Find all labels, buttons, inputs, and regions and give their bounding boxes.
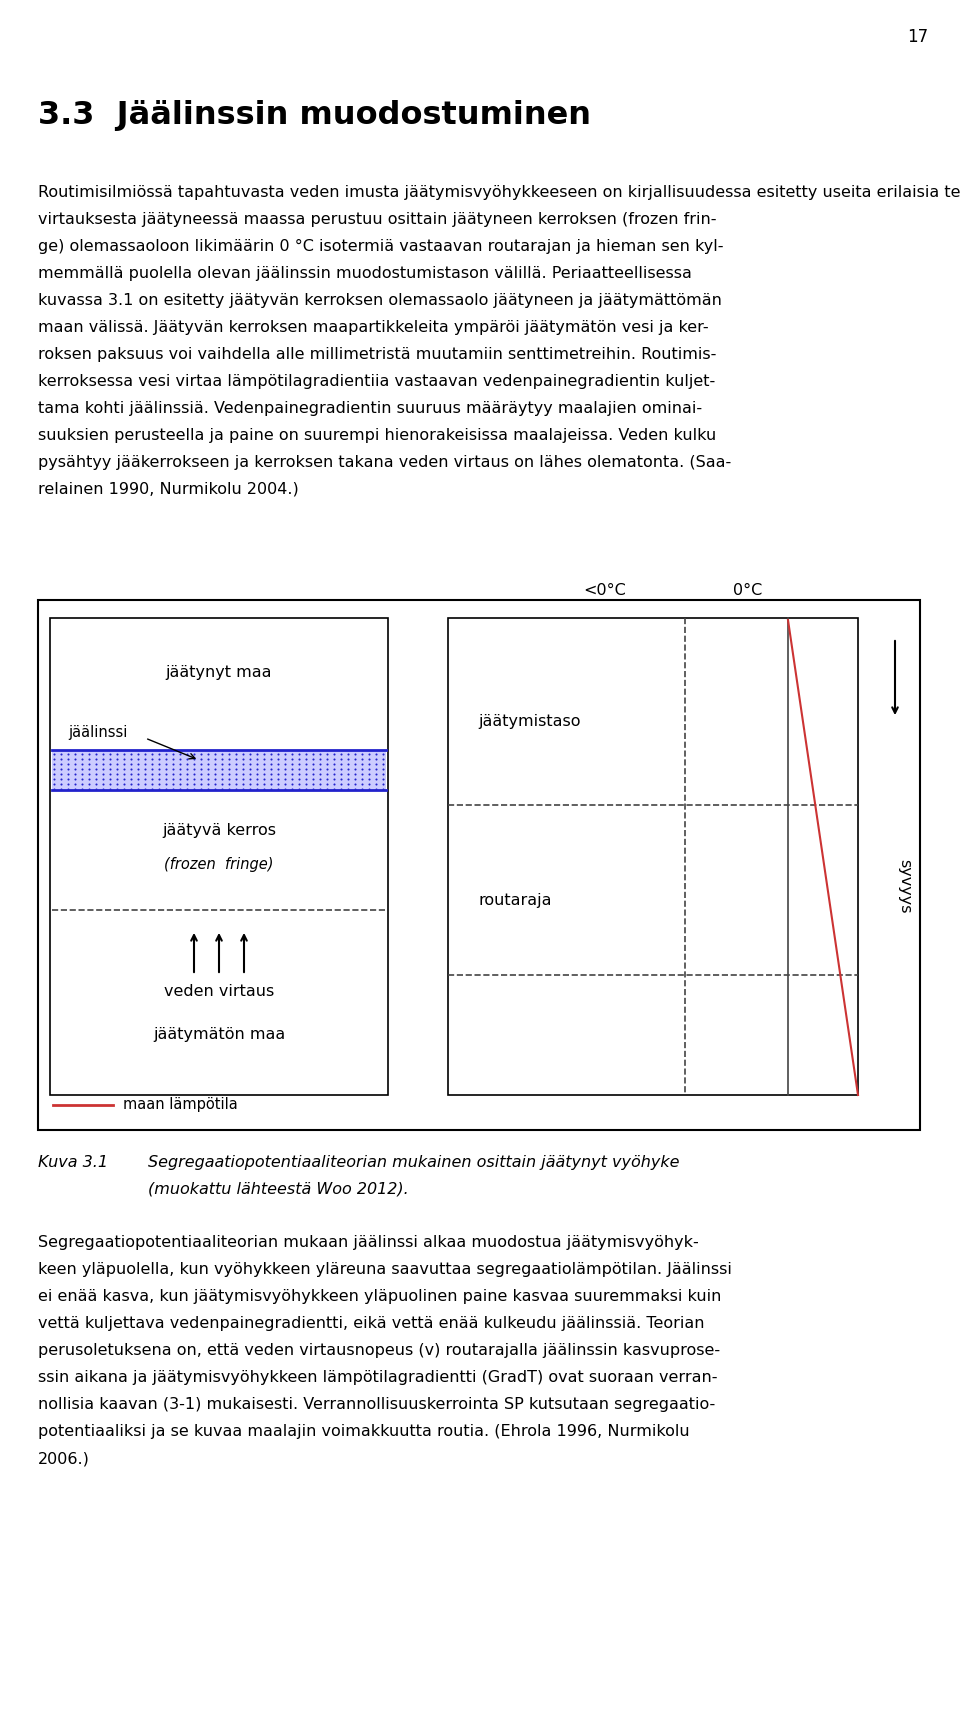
Text: jäälinssi: jäälinssi	[68, 725, 128, 741]
Text: 3.3  Jäälinssin muodostuminen: 3.3 Jäälinssin muodostuminen	[38, 100, 591, 131]
Text: maan välissä. Jäätyvän kerroksen maapartikkeleita ympäröi jäätymätön vesi ja ker: maan välissä. Jäätyvän kerroksen maapart…	[38, 320, 708, 334]
Bar	[448, 619, 858, 1096]
Text: ei enää kasva, kun jäätymisvyöhykkeen yläpuolinen paine kasvaa suuremmaksi kuin: ei enää kasva, kun jäätymisvyöhykkeen yl…	[38, 1289, 721, 1304]
Text: jäätymätön maa: jäätymätön maa	[153, 1027, 285, 1042]
Text: vettä kuljettava vedenpainegradientti, eikä vettä enää kulkeudu jäälinssiä. Teor: vettä kuljettava vedenpainegradientti, e…	[38, 1316, 705, 1330]
Text: (frozen  fringe): (frozen fringe)	[164, 858, 274, 872]
Text: keen yläpuolella, kun vyöhykkeen yläreuna saavuttaa segregaatiolämpötilan. Jääli: keen yläpuolella, kun vyöhykkeen yläreun…	[38, 1261, 732, 1277]
Bar	[50, 619, 388, 1096]
Text: veden virtaus: veden virtaus	[164, 984, 275, 999]
Text: jäätymistaso: jäätymistaso	[478, 713, 581, 729]
Text: memmällä puolella olevan jäälinssin muodostumistason välillä. Periaatteellisessa: memmällä puolella olevan jäälinssin muod…	[38, 265, 692, 281]
Text: (muokattu lähteestä Woo 2012).: (muokattu lähteestä Woo 2012).	[148, 1180, 409, 1196]
Bar	[38, 600, 920, 1130]
Text: Routimisilmiössä tapahtuvasta veden imusta jäätymisvyöhykkeeseen on kirjallisuud: Routimisilmiössä tapahtuvasta veden imus…	[38, 184, 960, 200]
Text: potentiaaliksi ja se kuvaa maalajin voimakkuutta routia. (Ehrola 1996, Nurmikolu: potentiaaliksi ja se kuvaa maalajin voim…	[38, 1423, 689, 1439]
Text: suuksien perusteella ja paine on suurempi hienorakeisissa maalajeissa. Veden kul: suuksien perusteella ja paine on suuremp…	[38, 427, 716, 443]
Text: kuvassa 3.1 on esitetty jäätyvän kerroksen olemassaolo jäätyneen ja jäätymättömä: kuvassa 3.1 on esitetty jäätyvän kerroks…	[38, 293, 722, 308]
Text: jäätyvä kerros: jäätyvä kerros	[162, 822, 276, 837]
Text: syvyys: syvyys	[898, 860, 913, 913]
Text: ssin aikana ja jäätymisvyöhykkeen lämpötilagradientti (GradT) ovat suoraan verra: ssin aikana ja jäätymisvyöhykkeen lämpöt…	[38, 1370, 717, 1385]
Text: nollisia kaavan (3-1) mukaisesti. Verrannollisuuskerrointa SP kutsutaan segregaa: nollisia kaavan (3-1) mukaisesti. Verran…	[38, 1397, 715, 1413]
Text: tama kohti jäälinssiä. Vedenpainegradientin suuruus määräytyy maalajien ominai-: tama kohti jäälinssiä. Vedenpainegradien…	[38, 401, 702, 415]
Text: relainen 1990, Nurmikolu 2004.): relainen 1990, Nurmikolu 2004.)	[38, 482, 299, 496]
Text: roksen paksuus voi vaihdella alle millimetristä muutamiin senttimetreihin. Routi: roksen paksuus voi vaihdella alle millim…	[38, 346, 716, 362]
Bar	[52, 750, 386, 791]
Text: 2006.): 2006.)	[38, 1451, 90, 1466]
Text: jäätynyt maa: jäätynyt maa	[166, 665, 273, 681]
Text: Segregaatiopotentiaaliteorian mukainen osittain jäätynyt vyöhyke: Segregaatiopotentiaaliteorian mukainen o…	[148, 1154, 680, 1170]
Text: perusoletuksena on, että veden virtausnopeus (v) routarajalla jäälinssin kasvupr: perusoletuksena on, että veden virtausno…	[38, 1342, 720, 1358]
Text: 17: 17	[907, 28, 928, 47]
Text: maan lämpötila: maan lämpötila	[123, 1098, 238, 1113]
Text: Segregaatiopotentiaaliteorian mukaan jäälinssi alkaa muodostua jäätymisvyöhyk-: Segregaatiopotentiaaliteorian mukaan jää…	[38, 1235, 699, 1249]
Text: <0°C: <0°C	[584, 582, 626, 598]
Text: 0°C: 0°C	[733, 582, 762, 598]
Text: ge) olemassaoloon likimäärin 0 °C isotermiä vastaavan routarajan ja hieman sen k: ge) olemassaoloon likimäärin 0 °C isoter…	[38, 239, 724, 253]
Text: pysähtyy jääkerrokseen ja kerroksen takana veden virtaus on lähes olematonta. (S: pysähtyy jääkerrokseen ja kerroksen taka…	[38, 455, 732, 470]
Text: virtauksesta jäätyneessä maassa perustuu osittain jäätyneen kerroksen (frozen fr: virtauksesta jäätyneessä maassa perustuu…	[38, 212, 716, 227]
Text: kerroksessa vesi virtaa lämpötilagradientiia vastaavan vedenpainegradientin kulj: kerroksessa vesi virtaa lämpötilagradien…	[38, 374, 715, 389]
Text: routaraja: routaraja	[478, 893, 551, 908]
Text: Kuva 3.1: Kuva 3.1	[38, 1154, 108, 1170]
